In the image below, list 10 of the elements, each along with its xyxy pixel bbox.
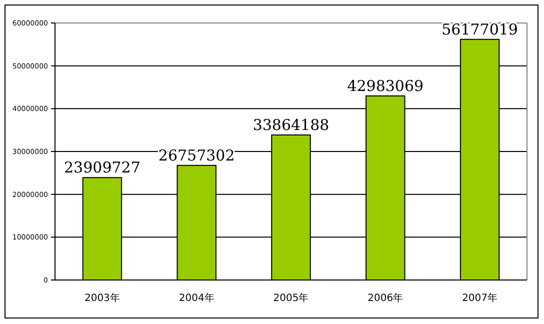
x-tick-label: 2007年	[462, 292, 498, 304]
x-tick-label: 2005年	[273, 292, 309, 304]
data-label: 56177019	[442, 20, 518, 38]
x-tick-label: 2004年	[178, 292, 214, 304]
x-tick-label: 2003年	[84, 292, 120, 304]
x-tick-label: 2006年	[368, 292, 404, 304]
data-label: 33864188	[252, 116, 330, 134]
data-label: 42983069	[347, 76, 424, 95]
data-label: 26757302	[158, 146, 235, 164]
data-label: 23909727	[64, 158, 140, 177]
